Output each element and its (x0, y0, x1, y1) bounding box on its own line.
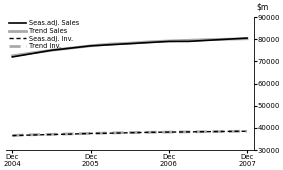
Seas.adj. Inv. (128, 132, 131, 134)
Trend Inv. (128, 132, 131, 134)
Trend Sales (147, 41, 151, 43)
Trend Inv. (245, 130, 249, 132)
Seas.adj. Inv. (187, 131, 190, 133)
Trend Inv. (11, 134, 14, 137)
Seas.adj. Sales (108, 44, 112, 46)
Seas.adj. Sales (187, 40, 190, 42)
Seas.adj. Sales (30, 53, 34, 55)
Trend Inv. (147, 131, 151, 133)
Seas.adj. Inv. (147, 131, 151, 133)
Seas.adj. Sales (206, 39, 210, 41)
Trend Inv. (187, 131, 190, 133)
Seas.adj. Inv. (11, 135, 14, 137)
Seas.adj. Inv. (206, 131, 210, 133)
Seas.adj. Sales (226, 38, 229, 40)
Trend Inv. (206, 131, 210, 133)
Trend Sales (245, 38, 249, 40)
Seas.adj. Sales (50, 49, 53, 51)
Line: Seas.adj. Inv.: Seas.adj. Inv. (12, 131, 247, 136)
Trend Sales (69, 47, 73, 49)
Trend Sales (167, 40, 171, 42)
Trend Inv. (167, 131, 171, 133)
Trend Sales (206, 39, 210, 41)
Trend Sales (226, 38, 229, 40)
Text: $m: $m (256, 3, 268, 12)
Seas.adj. Inv. (167, 131, 171, 133)
Seas.adj. Inv. (89, 132, 92, 134)
Trend Sales (50, 49, 53, 51)
Seas.adj. Sales (245, 37, 249, 39)
Trend Sales (89, 45, 92, 47)
Trend Sales (11, 55, 14, 57)
Trend Inv. (30, 134, 34, 136)
Seas.adj. Sales (11, 56, 14, 58)
Trend Inv. (89, 132, 92, 134)
Trend Inv. (50, 133, 53, 135)
Seas.adj. Inv. (50, 133, 53, 135)
Line: Trend Sales: Trend Sales (12, 39, 247, 56)
Seas.adj. Sales (147, 41, 151, 44)
Line: Trend Inv.: Trend Inv. (12, 131, 247, 135)
Trend Sales (30, 52, 34, 54)
Trend Sales (187, 39, 190, 41)
Seas.adj. Sales (89, 45, 92, 47)
Trend Inv. (69, 133, 73, 135)
Trend Sales (108, 43, 112, 45)
Trend Inv. (108, 132, 112, 134)
Line: Seas.adj. Sales: Seas.adj. Sales (12, 38, 247, 57)
Seas.adj. Sales (69, 47, 73, 49)
Seas.adj. Inv. (226, 130, 229, 132)
Trend Inv. (226, 130, 229, 132)
Seas.adj. Sales (128, 43, 131, 45)
Seas.adj. Inv. (69, 133, 73, 135)
Seas.adj. Sales (167, 40, 171, 42)
Legend: Seas.adj. Sales, Trend Sales, Seas.adj. Inv., Trend Inv.: Seas.adj. Sales, Trend Sales, Seas.adj. … (9, 20, 79, 49)
Seas.adj. Inv. (30, 134, 34, 136)
Trend Sales (128, 42, 131, 44)
Seas.adj. Inv. (108, 132, 112, 134)
Seas.adj. Inv. (245, 130, 249, 132)
